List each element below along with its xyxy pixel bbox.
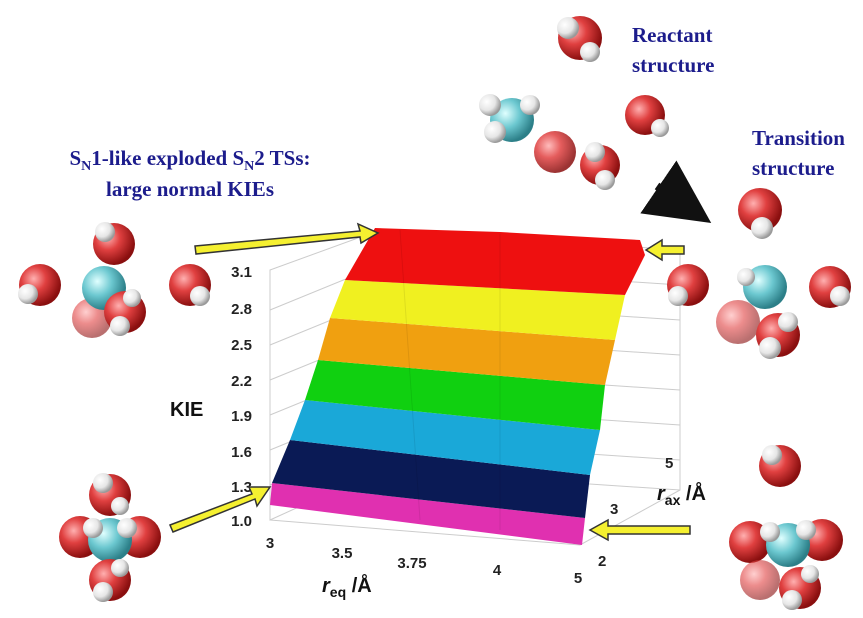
- req-tick-label: 3.5: [332, 545, 353, 562]
- text: /Å: [346, 573, 372, 597]
- rax-ticks: 2 3 5: [598, 455, 673, 570]
- text: ax: [665, 492, 681, 508]
- req-tick-label: 3: [266, 535, 274, 552]
- z-tick-label: 3.1: [231, 264, 252, 281]
- z-axis-label: KIE: [170, 399, 203, 421]
- rax-tick-label: 3: [610, 501, 618, 518]
- z-tick-label: 1.0: [231, 513, 252, 530]
- req-tick-label: 4: [493, 562, 502, 579]
- req-ticks: 3 3.5 3.75 4 5: [266, 535, 582, 587]
- z-tick-label: 2.5: [231, 337, 252, 354]
- sn1-label: SN1-like exploded SN2 TSs:: [69, 146, 310, 174]
- req-tick-label: 5: [574, 570, 582, 587]
- text: eq: [330, 584, 346, 600]
- text: S: [69, 146, 81, 170]
- rax-tick-label: 5: [665, 455, 673, 472]
- kie-surface: [270, 228, 645, 545]
- sn1-label: large normal KIEs: [106, 177, 274, 201]
- text: 1-like exploded S: [91, 146, 244, 170]
- z-tick-label: 2.8: [231, 301, 252, 318]
- req-tick-label: 3.75: [397, 555, 426, 572]
- rax-tick-label: 2: [598, 553, 606, 570]
- text: /Å: [680, 481, 706, 505]
- text: 2 TSs:: [254, 146, 310, 170]
- text: N: [244, 159, 254, 174]
- reactant-label: structure: [632, 53, 714, 77]
- figure: Reactant structure Transition structure …: [0, 0, 863, 618]
- req-axis-label: req /Å: [322, 573, 372, 600]
- transition-label: Transition: [752, 126, 845, 150]
- transition-label: structure: [752, 156, 834, 180]
- z-tick-label: 1.6: [231, 444, 252, 461]
- reactant-label: Reactant: [632, 23, 712, 47]
- z-ticks: 1.0 1.3 1.6 1.9 2.2 2.5 2.8 3.1: [231, 264, 252, 530]
- arrow: [657, 186, 698, 214]
- z-tick-label: 1.9: [231, 408, 252, 425]
- text: N: [81, 159, 91, 174]
- rax-axis-label: rax /Å: [657, 481, 706, 508]
- z-tick-label: 2.2: [231, 373, 252, 390]
